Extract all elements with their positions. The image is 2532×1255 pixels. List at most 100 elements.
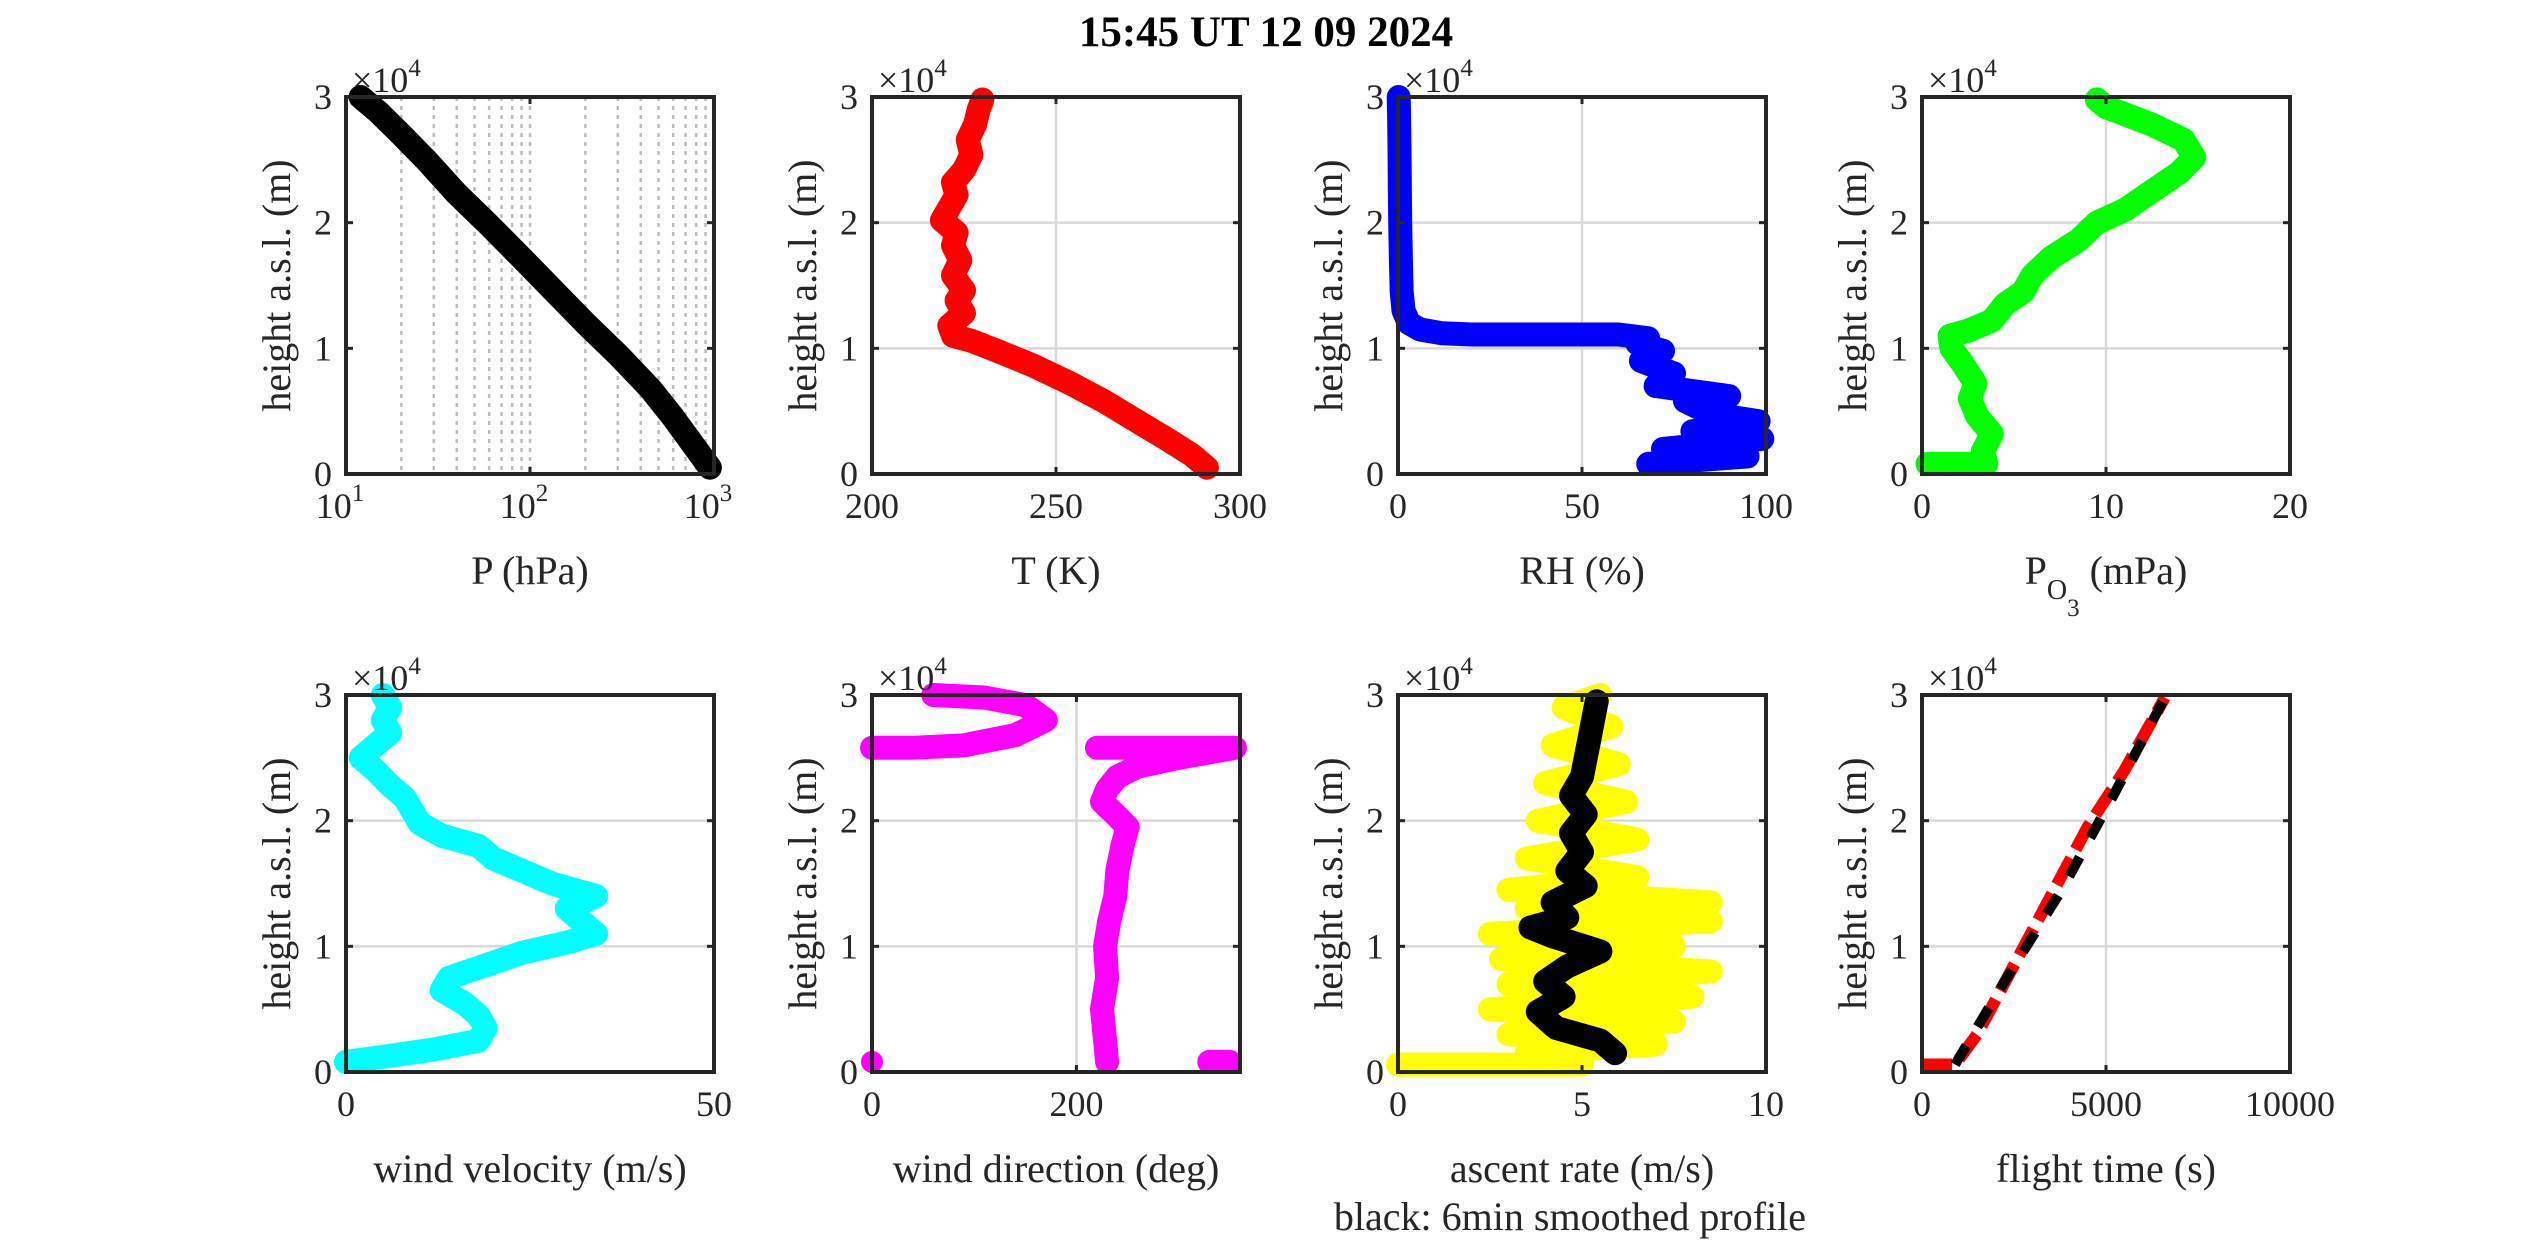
data-point — [1560, 822, 1582, 845]
data-point — [2113, 199, 2136, 222]
data-point — [1098, 910, 1121, 933]
data-point — [953, 734, 975, 757]
data-point — [1571, 765, 1593, 788]
data-point — [1541, 925, 1564, 948]
x-tick-mantissa: 10 — [500, 486, 536, 526]
data-point — [1223, 736, 1246, 759]
data-point — [2141, 113, 2163, 136]
data-point — [1589, 940, 1612, 963]
data-point — [1106, 765, 1129, 788]
data-point — [390, 123, 413, 146]
data-point — [606, 343, 629, 366]
y-tick-label: 3 — [1890, 77, 1908, 117]
x-tick-label: 102 — [500, 480, 549, 526]
data-point — [423, 1038, 446, 1061]
y-tick-label: 3 — [1366, 77, 1384, 117]
x-axis-label-text: T (K) — [1011, 548, 1100, 593]
x-axis-label-text: wind velocity (m/s) — [373, 1146, 686, 1191]
data-point — [1652, 437, 1674, 460]
y-tick-label: 2 — [840, 203, 858, 243]
x-tick-exponent: 1 — [352, 480, 365, 507]
x-axis-label-subsubscript: 3 — [2067, 595, 2080, 622]
y-exponent-power: 4 — [1460, 653, 1473, 680]
x-tick-label: 200 — [1049, 1084, 1103, 1124]
panel-temperature: 200 250 300 0 1 2 3 ×104 T (K) height a.s.l. (m) — [780, 55, 1267, 593]
data-point — [1526, 809, 1549, 832]
data-point — [1674, 390, 1696, 413]
y-tick-label: 3 — [314, 77, 332, 117]
y-tick-label: 2 — [314, 801, 332, 841]
data-point — [1644, 1033, 1667, 1056]
y-tick-label: 3 — [840, 675, 858, 715]
data-point — [1626, 866, 1649, 889]
y-tick-label: 1 — [314, 926, 332, 966]
data-point — [541, 872, 564, 895]
data-point — [1515, 897, 1538, 920]
data-point — [1637, 327, 1660, 350]
y-axis-label: height a.s.l. (m) — [780, 757, 825, 1009]
data-point — [1578, 323, 1601, 346]
x-axis-label-unit: (mPa) — [2080, 548, 2188, 593]
data-point — [393, 787, 416, 809]
data-point — [364, 759, 387, 782]
data-point — [555, 897, 578, 920]
x-axis-label-text: RH (%) — [1519, 548, 1645, 593]
data-point — [971, 88, 994, 111]
data-point — [1718, 385, 1741, 408]
x-tick-label: 250 — [1029, 486, 1083, 526]
y-tick-label: 0 — [1890, 454, 1908, 494]
data-point — [938, 314, 961, 337]
data-point — [1663, 935, 1685, 958]
y-tick-label: 2 — [1890, 801, 1908, 841]
y-tick-label: 3 — [1366, 675, 1384, 715]
data-point — [1966, 405, 1989, 428]
x-tick-label: 200 — [845, 486, 899, 526]
x-axis-label: T (K) — [1011, 548, 1100, 593]
y-exponent-label: ×104 — [352, 653, 421, 698]
data-point — [511, 941, 534, 964]
data-point — [1574, 803, 1597, 826]
x-tick-mantissa: 10 — [684, 486, 720, 526]
data-point — [1096, 1050, 1119, 1073]
data-point — [1534, 772, 1557, 794]
data-point — [1004, 724, 1027, 747]
data-point — [1736, 445, 1759, 468]
data-point — [1607, 753, 1630, 776]
y-axis-label: height a.s.l. (m) — [780, 159, 825, 411]
y-axis-label: height a.s.l. (m) — [254, 159, 299, 411]
data-point — [1155, 427, 1178, 450]
figure-title: 15:45 UT 12 09 2024 — [1079, 9, 1453, 56]
data-point — [1663, 1010, 1685, 1033]
y-tick-label: 2 — [314, 203, 332, 243]
data-point — [1644, 375, 1667, 397]
data-point — [1626, 828, 1649, 851]
data-point — [2012, 280, 2035, 303]
data-point — [1126, 755, 1149, 778]
data-point — [1560, 784, 1582, 807]
data-point — [1607, 323, 1630, 346]
data-point — [1094, 935, 1117, 958]
data-point — [1629, 349, 1652, 372]
data-point — [511, 859, 534, 882]
data-point — [1993, 293, 2016, 316]
x-axis-label: ascent rate (m/s) — [1450, 1146, 1714, 1191]
data-point — [349, 746, 372, 769]
data-point — [1497, 1023, 1520, 1046]
x-tick-exponent: 3 — [720, 480, 733, 507]
x-tick-exponent: 2 — [536, 480, 549, 507]
data-point — [1951, 352, 1974, 375]
y-exponent-base: ×10 — [878, 60, 934, 100]
x-axis-label: RH (%) — [1519, 548, 1645, 593]
y-axis-label: height a.s.l. (m) — [254, 757, 299, 1009]
data-point — [364, 734, 387, 757]
y-tick-label: 1 — [1890, 926, 1908, 966]
x-axis-label: P (hPa) — [471, 548, 588, 593]
data-point — [639, 377, 662, 400]
y-exponent-base: ×10 — [352, 60, 408, 100]
data-point — [367, 101, 390, 124]
y-axis-label: height a.s.l. (m) — [1830, 757, 1875, 1009]
y-exponent-label: ×104 — [878, 653, 947, 698]
x-tick-label: 50 — [696, 1084, 732, 1124]
y-tick-label: 0 — [1890, 1052, 1908, 1092]
